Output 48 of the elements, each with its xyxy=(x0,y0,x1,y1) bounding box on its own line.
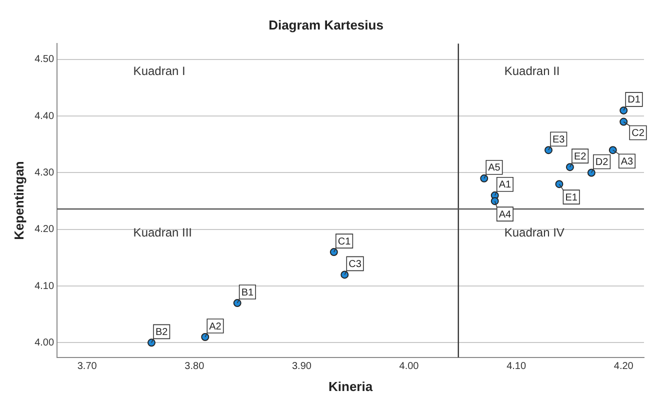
data-label: A5 xyxy=(488,162,501,174)
point xyxy=(330,248,338,256)
data-label: B1 xyxy=(241,287,254,298)
point xyxy=(555,180,564,188)
chart-title: Diagram Kartesius xyxy=(268,17,384,32)
data-label: A2 xyxy=(209,321,222,332)
data-label: C1 xyxy=(338,236,352,248)
point xyxy=(566,163,574,172)
y-tick-label: 4.40 xyxy=(34,110,54,122)
x-tick-label: 4.00 xyxy=(399,361,420,372)
point xyxy=(201,333,210,342)
data-label: E1 xyxy=(565,192,578,204)
point xyxy=(620,106,628,114)
data-label: A3 xyxy=(620,156,634,168)
data-label: B2 xyxy=(155,326,168,338)
x-tick-label: 3.80 xyxy=(184,361,205,372)
data-label: D1 xyxy=(628,94,641,106)
y-tick-label: 4.20 xyxy=(34,224,54,236)
data-label: C2 xyxy=(632,128,645,140)
point xyxy=(340,270,349,279)
x-axis-title: Kineria xyxy=(328,378,374,394)
data-label: A1 xyxy=(498,180,512,191)
y-tick-label: 4.30 xyxy=(34,167,54,178)
data-label: E2 xyxy=(574,151,587,162)
point xyxy=(480,174,488,182)
data-label: D2 xyxy=(595,156,609,168)
point xyxy=(587,168,596,177)
point xyxy=(233,299,242,308)
y-tick-label: 4.00 xyxy=(34,337,54,348)
point xyxy=(608,146,617,154)
y-axis-title: Kepentingan xyxy=(11,161,26,240)
y-tick-label: 4.10 xyxy=(34,280,54,292)
annotation: Kuadran III xyxy=(133,225,192,240)
annotation: Kuadran IV xyxy=(504,225,564,240)
point xyxy=(490,197,499,206)
data-label: A4 xyxy=(498,209,512,220)
x-tick-label: 3.90 xyxy=(292,361,312,372)
annotation: Kuadran II xyxy=(504,64,560,78)
data-label: C3 xyxy=(348,258,362,270)
point xyxy=(544,146,552,154)
annotation: Kuadran I xyxy=(133,64,186,78)
x-tick-label: 3.70 xyxy=(77,361,98,372)
x-tick-label: 4.10 xyxy=(506,361,526,372)
point xyxy=(620,118,628,126)
y-tick-label: 4.50 xyxy=(34,54,54,66)
data-label: E3 xyxy=(552,134,566,146)
x-tick-label: 4.20 xyxy=(614,361,634,372)
point xyxy=(147,338,156,347)
